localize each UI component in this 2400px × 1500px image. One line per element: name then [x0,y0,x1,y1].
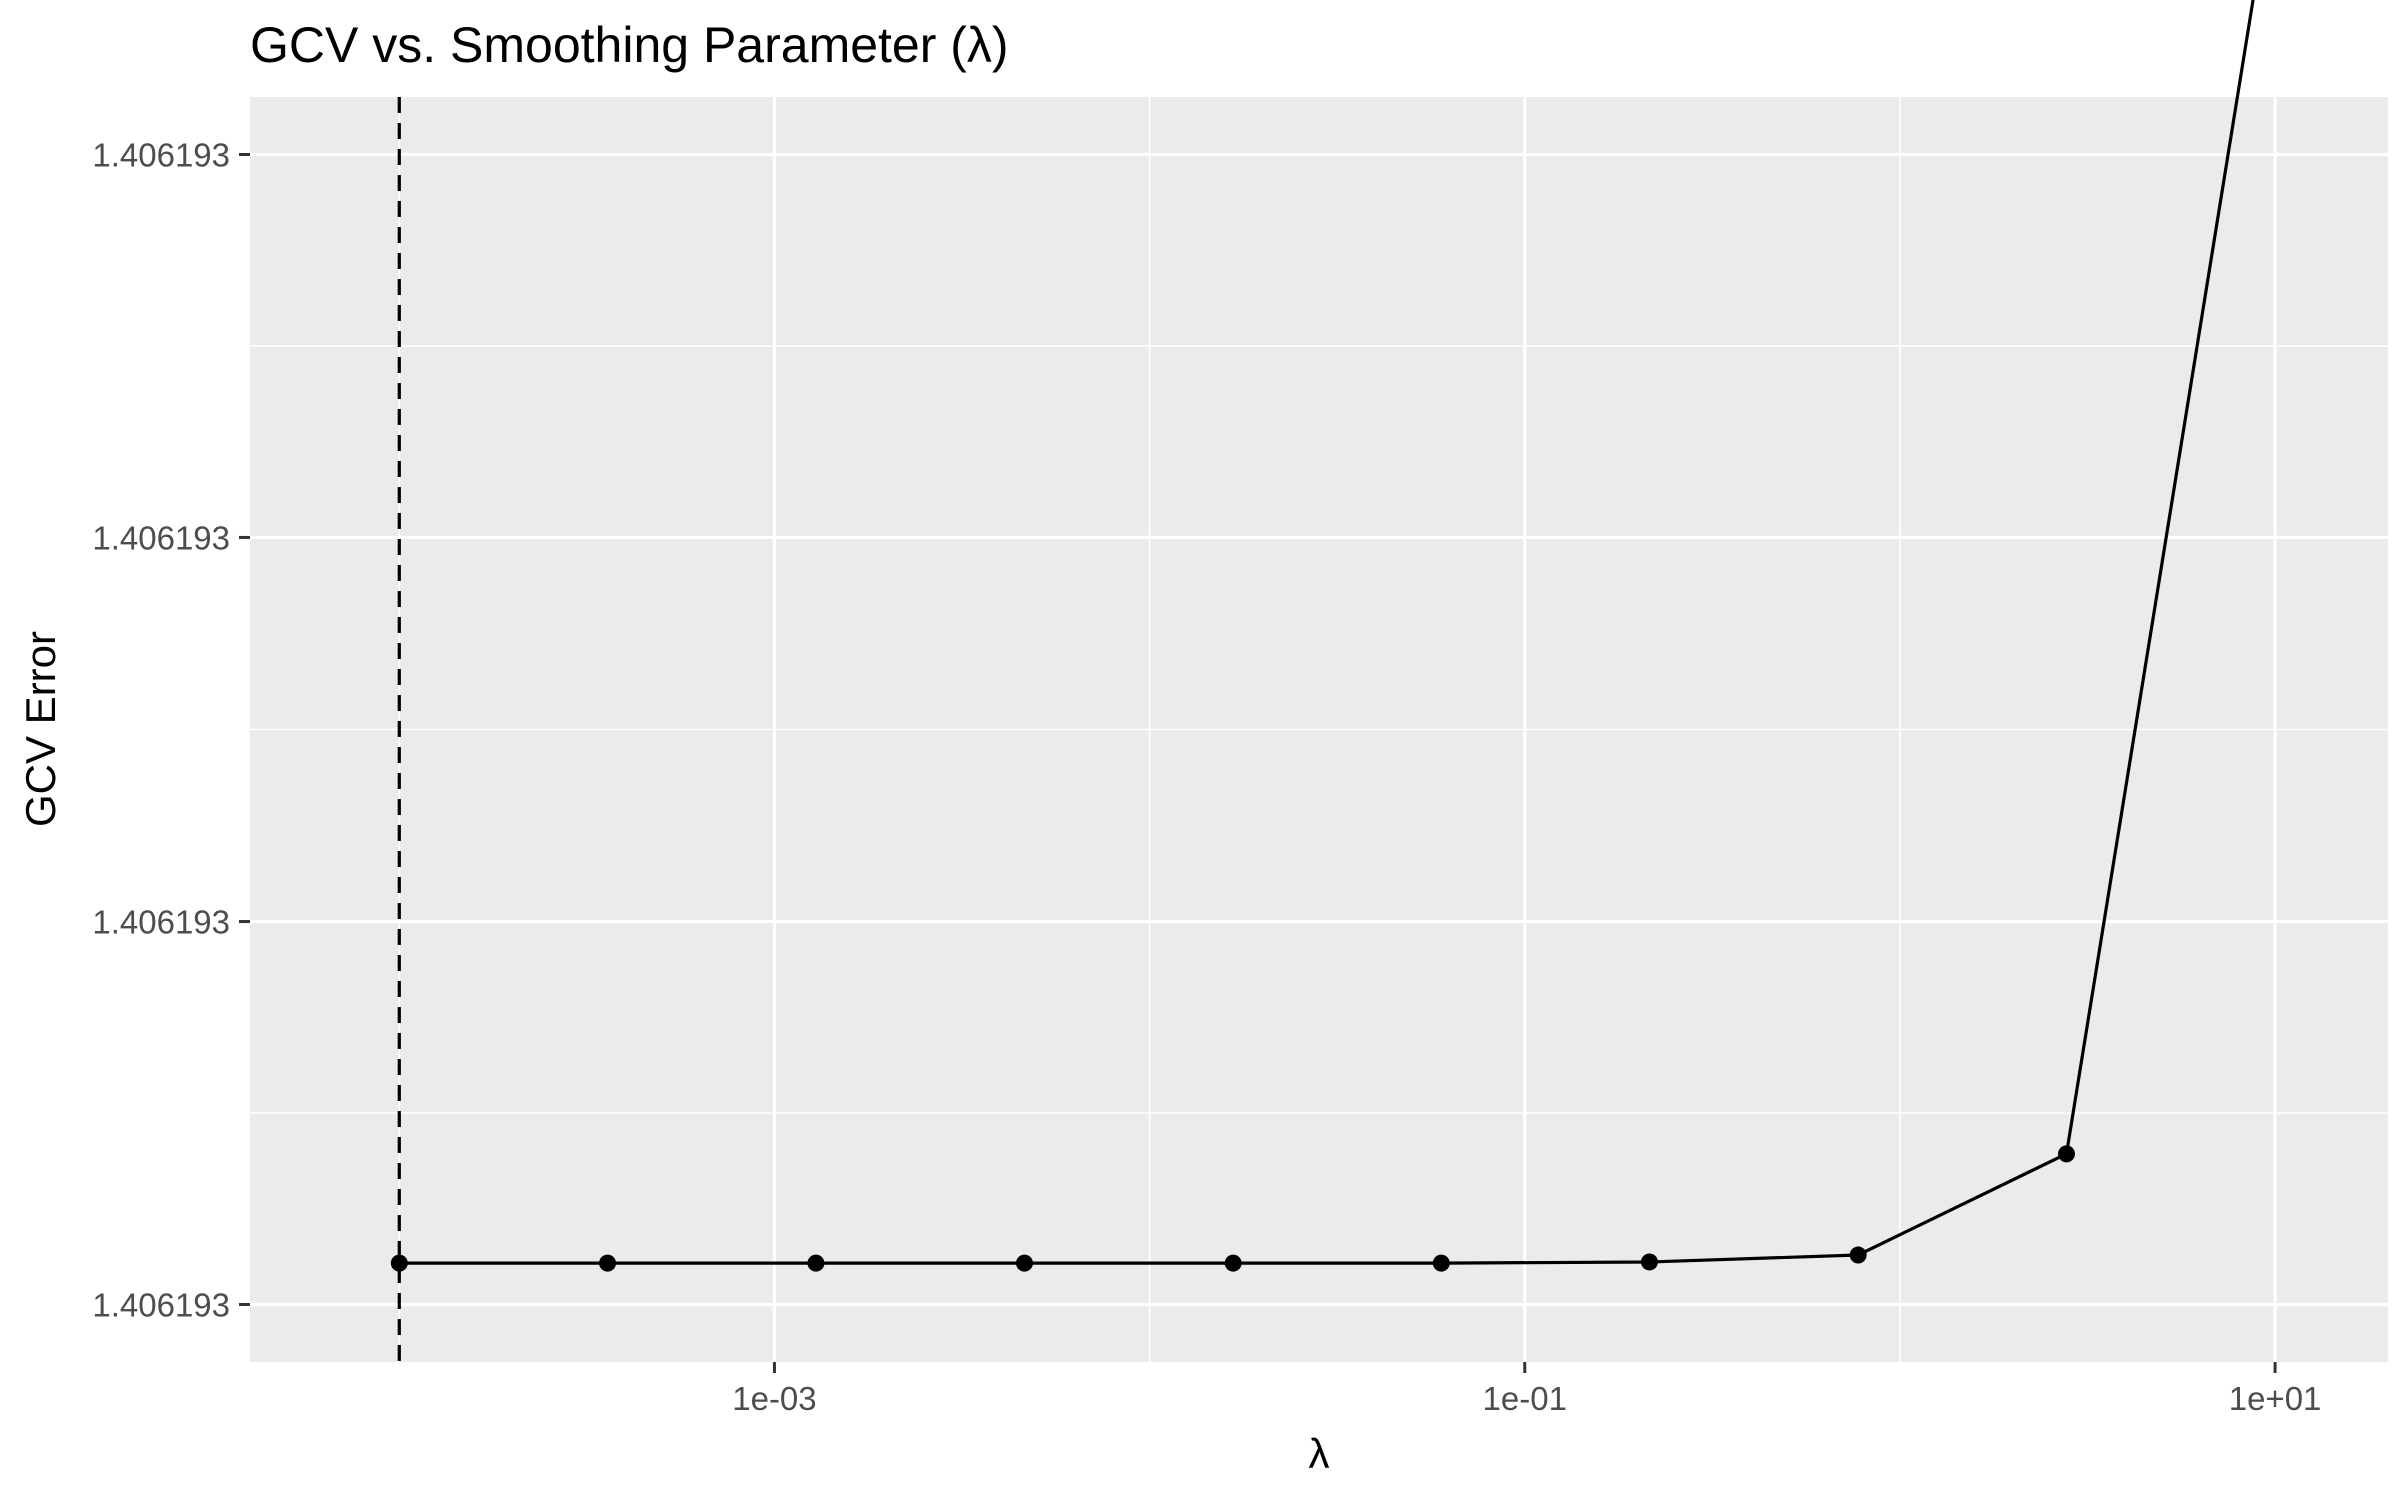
gcv-data-point [1640,1253,1658,1271]
chart-title: GCV vs. Smoothing Parameter (λ) [250,17,1009,73]
y-axis: 1.406193 1.406193 1.406193 1.406193 [92,137,250,1324]
gcv-series-line [399,0,2255,1265]
gcv-data-point [1849,1246,1867,1264]
y-tick-label: 1.406193 [92,519,230,556]
gcv-data-point [807,1254,825,1272]
grid-major [250,97,2388,1362]
gcv-data-point [390,1254,408,1272]
y-tick-label: 1.406193 [92,137,230,174]
x-axis-title: λ [1309,1430,1330,1477]
gcv-data-point [2057,1145,2075,1163]
y-axis-title: GCV Error [17,631,64,827]
x-tick-label: 1e-03 [732,1380,816,1417]
series-layer [390,0,2255,1272]
x-tick-label: 1e-01 [1483,1380,1567,1417]
gcv-data-point [599,1254,617,1272]
y-tick-label: 1.406193 [92,1287,230,1324]
gcv-data-point [1015,1254,1033,1272]
x-tick-label: 1e+01 [2229,1380,2322,1417]
gcv-data-point [1224,1254,1242,1272]
x-axis: 1e-03 1e-01 1e+01 [732,1362,2321,1417]
y-tick-label: 1.406193 [92,904,230,941]
gcv-data-point [1432,1254,1450,1272]
